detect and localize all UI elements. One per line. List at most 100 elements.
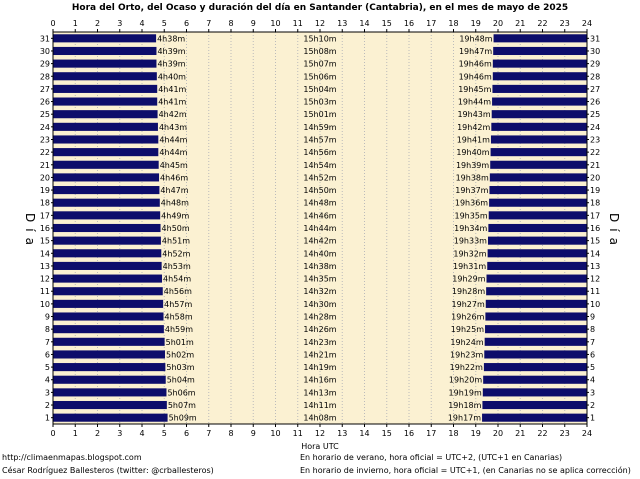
- x-tick-label-bottom: 7: [206, 429, 211, 438]
- bar-night-evening: [493, 34, 587, 43]
- bar-night-morning: [53, 173, 160, 182]
- sunset-label: 19h47m: [459, 47, 492, 56]
- x-tick-label-bottom: 9: [251, 429, 256, 438]
- y-tick-label-right: 17: [590, 211, 600, 220]
- sunrise-label: 5h01m: [166, 338, 194, 347]
- sunrise-label: 4h39m: [157, 60, 185, 69]
- bar-night-evening: [489, 198, 587, 207]
- y-tick-label-left: 21: [40, 161, 50, 170]
- x-tick-label-bottom: 13: [337, 429, 347, 438]
- y-tick-label-left: 27: [40, 85, 50, 94]
- bar-night-morning: [53, 223, 161, 233]
- sunrise-label: 4h48m: [161, 199, 189, 208]
- sunset-label: 19h31m: [453, 262, 486, 271]
- sunrise-label: 4h44m: [159, 148, 187, 157]
- daylength-label: 14h46m: [303, 211, 336, 220]
- bar-night-morning: [53, 261, 162, 270]
- daylength-label: 15h08m: [303, 47, 336, 56]
- y-tick-label-right: 29: [590, 60, 600, 69]
- x-tick-label-top: 12: [315, 19, 325, 28]
- x-tick-label-top: 20: [493, 19, 503, 28]
- sunset-label: 19h23m: [450, 350, 483, 359]
- bar-night-evening: [485, 312, 587, 321]
- y-tick-label-left: 24: [40, 123, 50, 132]
- sunset-label: 19h33m: [454, 237, 487, 246]
- y-tick-label-right: 1: [590, 414, 595, 423]
- sunrise-label: 4h54m: [163, 275, 191, 284]
- sunset-label: 19h43m: [457, 110, 490, 119]
- y-tick-label-left: 30: [40, 47, 50, 56]
- y-tick-label-left: 16: [40, 224, 50, 233]
- bar-night-evening: [491, 110, 587, 119]
- sunrise-label: 4h40m: [158, 72, 186, 81]
- bar-night-morning: [53, 350, 165, 359]
- bar-night-evening: [490, 160, 587, 169]
- y-tick-label-right: 31: [590, 34, 600, 43]
- sunset-label: 19h25m: [451, 325, 484, 334]
- x-tick-label-top: 5: [162, 19, 167, 28]
- bar-night-evening: [487, 261, 587, 270]
- y-tick-label-right: 19: [590, 186, 600, 195]
- bar-night-morning: [53, 211, 161, 220]
- bar-night-evening: [484, 337, 587, 346]
- bar-night-morning: [53, 388, 167, 397]
- x-tick-label-top: 22: [537, 19, 547, 28]
- y-tick-label-left: 28: [40, 72, 50, 81]
- y-tick-label-right: 21: [590, 161, 600, 170]
- sunrise-label: 4h38m: [157, 34, 185, 43]
- daylength-label: 14h21m: [303, 350, 336, 359]
- x-tick-label-bottom: 24: [582, 429, 592, 438]
- bar-night-morning: [53, 249, 162, 258]
- y-tick-label-left: 3: [45, 388, 50, 397]
- daylength-label: 15h04m: [303, 85, 336, 94]
- bar-night-morning: [53, 325, 164, 334]
- x-tick-label-bottom: 2: [95, 429, 100, 438]
- sunset-label: 19h42m: [457, 123, 490, 132]
- sunrise-label: 5h02m: [166, 350, 194, 359]
- bar-night-morning: [53, 59, 157, 68]
- y-tick-label-right: 10: [590, 300, 600, 309]
- bar-night-evening: [493, 46, 587, 56]
- daylength-label: 14h19m: [303, 363, 336, 372]
- sunrise-label: 4h47m: [160, 186, 188, 195]
- sunset-label: 19h38m: [456, 173, 489, 182]
- y-tick-label-left: 18: [40, 199, 50, 208]
- daylength-label: 15h07m: [303, 60, 336, 69]
- daylength-label: 15h06m: [303, 72, 336, 81]
- bar-night-evening: [490, 148, 587, 157]
- x-tick-label-bottom: 10: [270, 429, 280, 438]
- daylength-label: 14h48m: [303, 199, 336, 208]
- x-tick-label-top: 8: [228, 19, 233, 28]
- bar-night-evening: [492, 72, 587, 81]
- footer-summer-note: En horario de verano, hora oficial = UTC…: [300, 453, 563, 462]
- bar-night-morning: [53, 97, 158, 106]
- daylength-label: 14h42m: [303, 237, 336, 246]
- sunset-label: 19h34m: [454, 224, 487, 233]
- y-tick-label-left: 5: [45, 363, 50, 372]
- bar-night-morning: [53, 135, 159, 144]
- bar-night-morning: [53, 400, 167, 410]
- sunset-label: 19h17m: [448, 414, 481, 423]
- bar-night-evening: [488, 211, 587, 220]
- sunset-label: 19h27m: [452, 300, 485, 309]
- y-tick-label-right: 5: [590, 363, 595, 372]
- daylength-label: 14h52m: [303, 173, 336, 182]
- x-tick-label-top: 23: [560, 19, 570, 28]
- bar-night-evening: [486, 274, 587, 283]
- y-tick-label-left: 15: [40, 237, 50, 246]
- sunrise-label: 5h04m: [167, 376, 195, 385]
- sunrise-label: 4h45m: [160, 161, 188, 170]
- y-tick-label-right: 25: [590, 110, 600, 119]
- bar-night-evening: [485, 325, 587, 334]
- sunrise-label: 5h09m: [169, 414, 197, 423]
- daylength-label: 14h59m: [303, 123, 336, 132]
- sunrise-label: 4h41m: [158, 85, 186, 94]
- x-tick-label-top: 0: [50, 19, 55, 28]
- y-tick-label-right: 27: [590, 85, 600, 94]
- y-tick-label-left: 1: [45, 414, 50, 423]
- bar-night-evening: [489, 186, 587, 195]
- y-tick-label-left: 17: [40, 211, 50, 220]
- y-tick-label-left: 2: [45, 401, 50, 410]
- value-labels: 5h09m 14h08m 19h17m 5h07m 14h11m 19h18m 5h06m 1…: [157, 34, 493, 422]
- bar-night-evening: [482, 413, 587, 422]
